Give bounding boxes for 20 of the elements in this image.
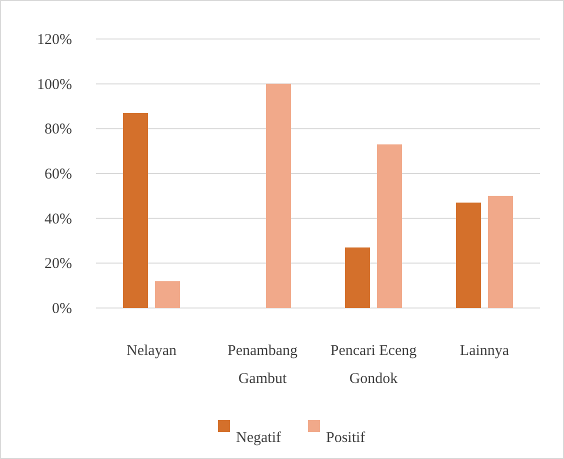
bar bbox=[377, 144, 402, 308]
y-tick-label: 40% bbox=[44, 211, 72, 228]
legend-label: Positif bbox=[326, 430, 366, 446]
y-tick-label: 80% bbox=[44, 122, 72, 138]
y-tick-label: 60% bbox=[44, 166, 72, 182]
x-tick-label: Pencari Eceng Gondok bbox=[330, 343, 418, 387]
bar bbox=[456, 202, 481, 308]
bar bbox=[488, 196, 513, 308]
x-tick-label: Nelayan bbox=[126, 343, 177, 359]
bar bbox=[345, 247, 370, 308]
y-tick-label: 120% bbox=[37, 32, 72, 48]
x-tick-label: Penambang Gambut bbox=[228, 343, 298, 387]
bar bbox=[155, 281, 180, 308]
y-tick-label: 20% bbox=[44, 256, 72, 272]
y-tick-label: 100% bbox=[37, 76, 72, 93]
x-tick-label: Lainnya bbox=[460, 343, 510, 359]
y-tick-label: 0% bbox=[52, 301, 72, 317]
bar bbox=[123, 112, 148, 308]
legend-label: Negatif bbox=[236, 430, 281, 446]
bar bbox=[266, 84, 291, 308]
